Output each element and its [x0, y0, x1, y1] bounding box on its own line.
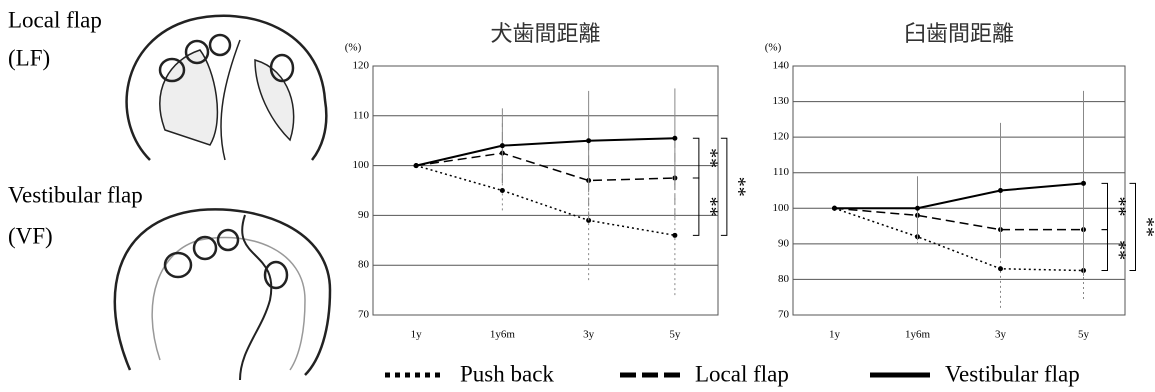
y-tick-label: 70 [358, 309, 370, 321]
legend-label: Local flap [695, 361, 789, 386]
figure-label: (VF) [8, 223, 53, 248]
x-tick-label: 1y [829, 329, 841, 341]
figure-label: Local flap [8, 7, 102, 32]
legend-label: Push back [460, 361, 554, 386]
y-tick-label: 120 [773, 131, 790, 143]
significance-label: ** [1108, 197, 1130, 217]
y-axis-label: (%) [345, 42, 362, 54]
significance-label: ** [1136, 217, 1155, 237]
y-tick-label: 120 [353, 60, 370, 72]
data-point [832, 206, 837, 211]
y-tick-label: 70 [778, 309, 790, 321]
significance-label: ** [699, 148, 721, 168]
x-tick-label: 1y6m [905, 329, 931, 341]
x-tick-label: 5y [1078, 329, 1090, 341]
series-line [416, 138, 675, 165]
series-line [835, 208, 1084, 270]
chart-title: 臼歯間距離 [904, 22, 1014, 47]
legend-label: Vestibular flap [945, 361, 1080, 386]
y-tick-label: 80 [778, 273, 790, 285]
plot-frame [793, 66, 1125, 315]
figure-label: (LF) [8, 45, 50, 70]
figure: Local flap (LF) Vestibular flap (VF) Pus… [0, 0, 1155, 392]
significance-bracket [1102, 230, 1108, 271]
x-tick-label: 1y [411, 329, 423, 341]
data-point [414, 163, 419, 168]
x-tick-label: 5y [669, 329, 681, 341]
chart-title: 犬歯間距離 [490, 22, 600, 47]
data-point [586, 138, 591, 143]
illustration-lf [127, 16, 327, 160]
series-line [416, 166, 675, 236]
x-tick-label: 1y6m [490, 329, 516, 341]
y-tick-label: 100 [773, 202, 790, 214]
significance-label: ** [699, 197, 721, 217]
legend: Push back Local flap Vestibular flap [385, 361, 1080, 386]
x-tick-label: 3y [583, 329, 595, 341]
y-tick-label: 140 [773, 60, 790, 72]
series-line [835, 208, 1084, 229]
y-axis-label: (%) [765, 42, 782, 54]
x-tick-label: 3y [995, 329, 1007, 341]
y-tick-label: 80 [358, 259, 370, 271]
data-point [998, 188, 1003, 193]
significance-label: ** [727, 177, 749, 197]
y-tick-label: 130 [773, 95, 790, 107]
y-tick-label: 90 [778, 237, 790, 249]
significance-bracket [1102, 183, 1108, 229]
y-tick-label: 100 [353, 159, 370, 171]
plot-frame [373, 66, 718, 315]
significance-bracket [693, 138, 699, 178]
figure-label: Vestibular flap [8, 182, 143, 207]
series-line [835, 183, 1084, 208]
data-point [500, 143, 505, 148]
y-tick-label: 90 [358, 209, 370, 221]
significance-label: ** [1108, 240, 1130, 260]
data-point [672, 136, 677, 141]
significance-bracket [693, 178, 699, 235]
data-point [1081, 181, 1086, 186]
y-tick-label: 110 [773, 166, 790, 178]
data-point [672, 233, 677, 238]
data-point [998, 266, 1003, 271]
significance-bracket [721, 138, 727, 235]
illustration-vf [115, 209, 330, 380]
data-point [915, 206, 920, 211]
y-tick-label: 110 [353, 109, 370, 121]
significance-bracket [1130, 183, 1136, 270]
data-point [500, 188, 505, 193]
